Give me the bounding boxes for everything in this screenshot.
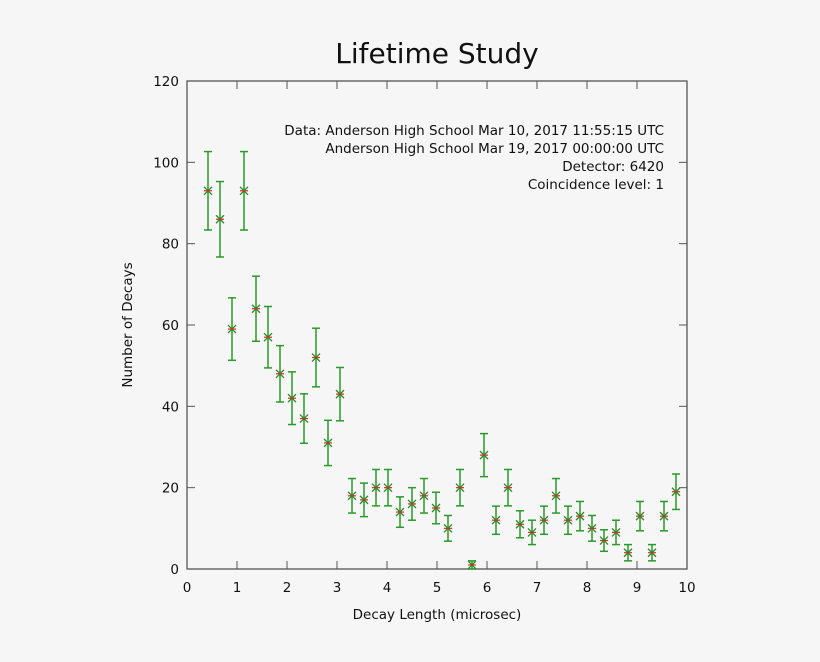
- x-tick-label: 3: [333, 580, 342, 596]
- y-tick-label: 40: [162, 399, 179, 415]
- x-tick-label: 4: [383, 580, 392, 596]
- y-tick-label: 20: [162, 481, 179, 497]
- chart-title: Lifetime Study: [335, 37, 538, 70]
- x-axis-label: Decay Length (microsec): [353, 607, 522, 623]
- annotation-detector: Detector: 6420: [562, 159, 664, 175]
- y-tick-label: 80: [162, 237, 179, 253]
- annotation-data: Data: Anderson High School Mar 10, 2017 …: [284, 123, 664, 139]
- x-tick-label: 5: [433, 580, 442, 596]
- x-tick-label: 10: [678, 580, 695, 596]
- y-tick-label: 120: [153, 74, 179, 90]
- x-tick-label: 8: [583, 580, 592, 596]
- x-tick-label: 2: [283, 580, 292, 596]
- y-axis-label: Number of Decays: [120, 262, 136, 387]
- annotation-coincidence: Coincidence level: 1: [528, 177, 664, 193]
- y-tick-label: 60: [162, 318, 179, 334]
- x-tick-label: 6: [483, 580, 492, 596]
- annotation-block: Data: Anderson High School Mar 10, 2017 …: [284, 123, 664, 193]
- y-tick-label: 0: [170, 562, 179, 578]
- x-tick-label: 9: [633, 580, 642, 596]
- x-tick-label: 1: [233, 580, 242, 596]
- annotation-end-date: Anderson High School Mar 19, 2017 00:00:…: [325, 141, 664, 157]
- x-tick-label: 7: [533, 580, 542, 596]
- y-tick-label: 100: [153, 155, 179, 171]
- x-tick-label: 0: [183, 580, 192, 596]
